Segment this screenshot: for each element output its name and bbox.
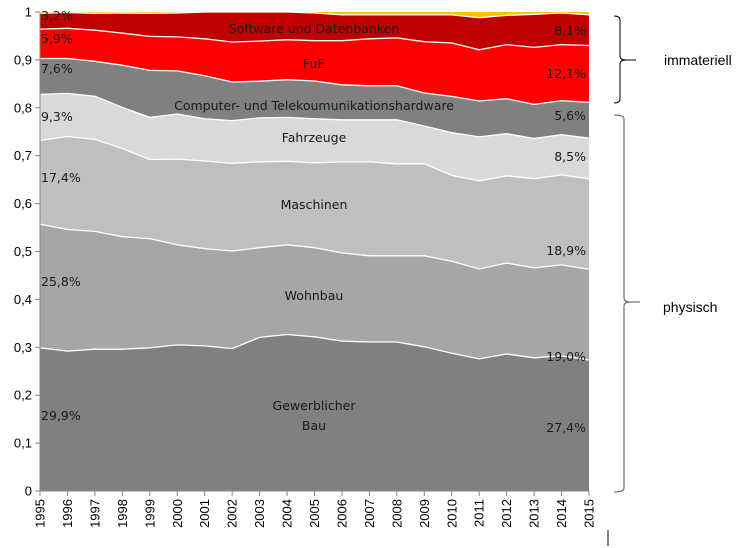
y-tick-label: 0,4: [14, 292, 32, 307]
end-value-label: 19,0%: [546, 349, 586, 364]
x-tick-label: 2006: [334, 499, 349, 528]
area-fue: [40, 28, 589, 105]
start-value-label: 29,9%: [41, 408, 81, 423]
x-tick-label: 2009: [417, 499, 432, 528]
area-sonstige: [40, 12, 589, 18]
immateriell-bracket-icon: [613, 15, 627, 104]
start-value-label: 25,8%: [41, 274, 81, 289]
y-tick-label: 0,1: [14, 436, 32, 451]
x-tick-label: 2000: [170, 499, 185, 528]
end-value-label: 5,6%: [554, 108, 586, 123]
series-separator-line: [39, 27, 590, 51]
x-tick-label: 2001: [197, 499, 212, 528]
y-tick-label: 1: [25, 5, 32, 20]
series-name-label: Computer- und Telekoumunikationshardware: [174, 98, 454, 113]
x-tick-label: 2002: [225, 499, 240, 528]
series-separator-line: [39, 333, 590, 361]
area-maschinen: [40, 136, 589, 270]
area-software-und-datenbanken: [40, 12, 589, 50]
physisch-bracket-icon: [613, 114, 631, 493]
x-tick-label: 1998: [115, 499, 130, 528]
series-separator-line: [39, 11, 590, 19]
x-tick-label: 2007: [362, 499, 377, 528]
x-tick-label: 2014: [554, 499, 569, 528]
y-tick-label: 0,5: [14, 244, 32, 259]
series-name-label: FuE: [303, 56, 325, 71]
series-name-label: Software und Datenbanken: [229, 21, 400, 36]
area-gewerblicher-bau: [40, 334, 589, 491]
area-wohnbau: [40, 224, 589, 360]
y-tick-label: 0,8: [14, 100, 32, 115]
series-name-label: Wohnbau: [285, 288, 344, 303]
series-name-label: Gewerblicher: [273, 398, 357, 413]
end-value-label: 12,1%: [546, 66, 586, 81]
x-tick-label: 2015: [582, 499, 597, 528]
x-tick-label: 2013: [527, 499, 542, 528]
start-value-label: 9,3%: [41, 109, 73, 124]
series-name-label: Bau: [302, 418, 326, 433]
x-tick-label: 2008: [389, 499, 404, 528]
areas-layer: [39, 11, 590, 491]
x-tick-label: 2003: [252, 499, 267, 528]
end-value-label: 8,1%: [554, 23, 586, 38]
y-tick-label: 0: [25, 484, 32, 499]
start-value-label: 17,4%: [41, 170, 81, 185]
x-tick-label: 2005: [307, 499, 322, 528]
end-value-label: 8,5%: [554, 149, 586, 164]
series-separator-line: [39, 135, 590, 182]
x-tick-label: 1997: [87, 499, 102, 528]
x-tick-label: 2004: [280, 499, 295, 528]
y-tick-label: 0,9: [14, 52, 32, 67]
x-tick-label: 1999: [142, 499, 157, 528]
group-label-physisch: physisch: [663, 299, 717, 315]
start-value-label: 5,9%: [41, 31, 73, 46]
end-value-label: 18,9%: [546, 243, 586, 258]
y-tick-label: 0,2: [14, 388, 32, 403]
x-tick-label: 2011: [472, 499, 487, 527]
y-tick-label: 0,6: [14, 196, 32, 211]
y-tick-label: 0,7: [14, 148, 32, 163]
start-value-label: 3,2%: [41, 8, 73, 23]
x-tick-label: 2012: [499, 499, 514, 528]
start-value-label: 7,6%: [41, 61, 73, 76]
series-name-label: Maschinen: [281, 197, 348, 212]
y-tick-label: 0,3: [14, 340, 32, 355]
group-label-immateriell: immateriell: [664, 52, 732, 68]
brackets-layer: immateriell physisch: [607, 15, 732, 546]
end-value-label: 27,4%: [546, 420, 586, 435]
series-separator-line: [39, 223, 590, 270]
labels-layer: Gewerblicher Bau Wohnbau Maschinen Fahrzeuge…: [41, 8, 586, 435]
x-tick-label: 2010: [444, 499, 459, 528]
x-tick-label: 1996: [60, 499, 75, 528]
axes-layer: 0 0,1 0,2 0,3 0,4 0,5 0,6 0,7 0,8 0,9 1 1995 1996 199…: [14, 5, 597, 528]
series-name-label: Fahrzeuge: [282, 130, 347, 145]
series-separator-line: [40, 57, 590, 106]
x-tick-label: 1995: [33, 499, 48, 528]
series-separator-line: [39, 92, 590, 140]
area-computer-und-telekoumunikationshardware: [40, 58, 589, 139]
